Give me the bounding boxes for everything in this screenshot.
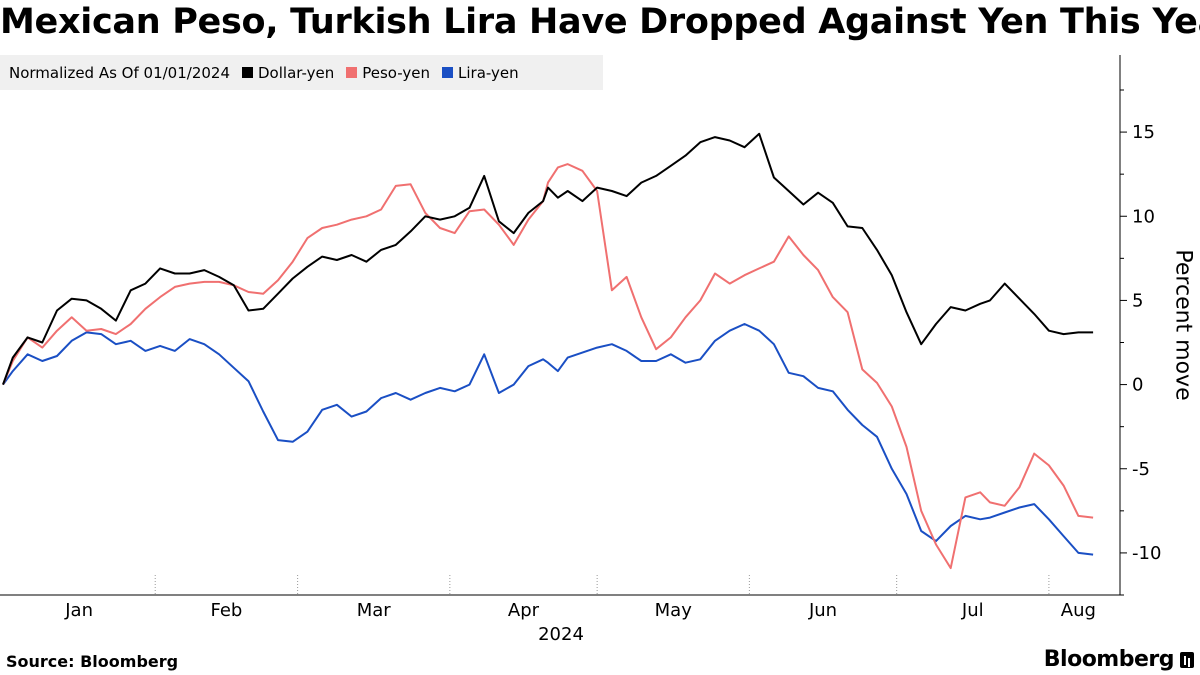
- x-tick-label: Jul: [961, 600, 984, 621]
- x-tick-label: Jun: [808, 600, 837, 621]
- legend-item-lira-yen: Lira-yen: [442, 64, 519, 82]
- y-tick-label: 5: [1132, 290, 1143, 311]
- brand-wordmark: Bloomberg: [1043, 647, 1175, 672]
- x-tick-label: Feb: [210, 600, 242, 621]
- y-tick-label: 0: [1132, 375, 1143, 396]
- y-tick-label: -10: [1132, 543, 1161, 564]
- series-line-lira-yen: [2, 323, 1094, 556]
- chart-title: Mexican Peso, Turkish Lira Have Dropped …: [0, 2, 1200, 42]
- y-tick-label: 10: [1132, 206, 1155, 227]
- series-line-dollar-yen: [2, 132, 1094, 385]
- x-tick-label: Aug: [1061, 600, 1096, 621]
- legend-swatch-lira-yen: [442, 67, 454, 78]
- legend-label-peso-yen: Peso-yen: [362, 63, 431, 82]
- legend-item-dollar-yen: Dollar-yen: [242, 64, 334, 82]
- series-line-peso-yen: [2, 163, 1094, 570]
- x-tick-label: Apr: [508, 600, 540, 621]
- y-tick-label: -5: [1132, 459, 1150, 480]
- legend-item-peso-yen: Peso-yen: [346, 64, 430, 82]
- legend-label-lira-yen: Lira-yen: [458, 63, 519, 82]
- x-tick-label: Jan: [64, 600, 93, 621]
- legend: Normalized As Of 01/01/2024 Dollar-yen P…: [0, 55, 603, 90]
- legend-swatch-dollar-yen: [242, 67, 253, 78]
- y-tick-label: 15: [1132, 122, 1155, 143]
- terminal-icon: [1180, 651, 1194, 668]
- y-axis-title: Percent move: [1170, 249, 1196, 401]
- x-tick-label: May: [655, 600, 693, 621]
- x-tick-label: Mar: [357, 600, 392, 621]
- legend-caption: Normalized As Of 01/01/2024: [9, 63, 230, 82]
- legend-swatch-peso-yen: [346, 67, 358, 78]
- brand-logo: Bloomberg: [1044, 647, 1194, 672]
- legend-label-dollar-yen: Dollar-yen: [258, 63, 335, 82]
- x-axis-title: 2024: [538, 624, 584, 645]
- source-note: Source: Bloomberg: [6, 652, 179, 671]
